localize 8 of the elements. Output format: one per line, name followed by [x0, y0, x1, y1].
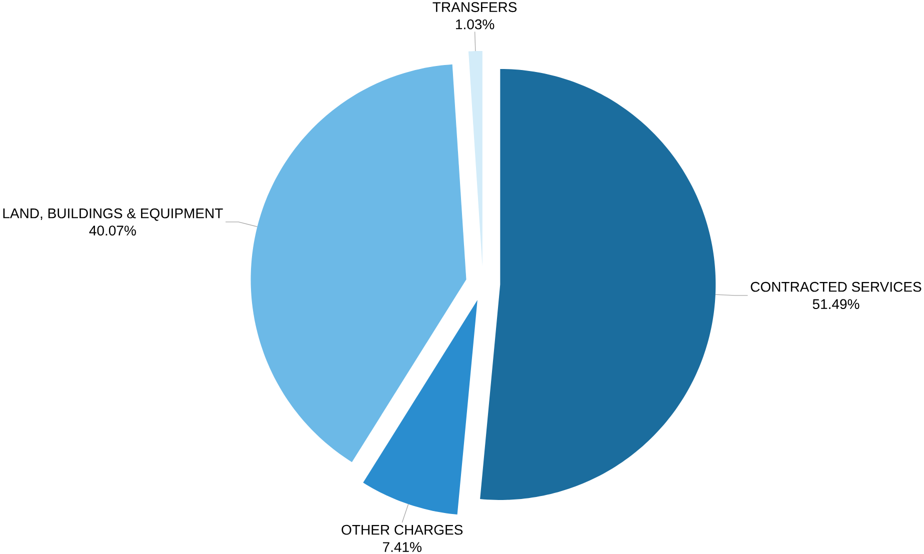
data-label: 1.03%: [456, 19, 494, 30]
slice-label: TRANSFERS: [432, 2, 517, 12]
slice-label: OTHER CHARGES: [342, 524, 463, 535]
data-label: 7.41%: [382, 542, 422, 552]
data-label: 40.07%: [89, 226, 136, 236]
data-label: 51.49%: [812, 299, 860, 309]
slice-label: LAND, BUILDINGS & EQUIPMENT: [3, 208, 223, 221]
slice-label: CONTRACTED SERVICES: [750, 282, 922, 292]
